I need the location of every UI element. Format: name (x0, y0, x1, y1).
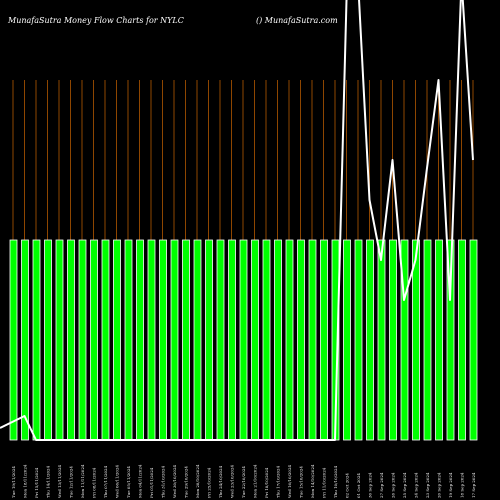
x-tick-label: Mon 18/11/2024 (23, 464, 28, 498)
bar-mon-21-oct (251, 239, 259, 441)
x-tick-label: Thu 14/11/2024 (46, 465, 51, 498)
bar-tue-29-oct (182, 239, 190, 441)
x-tick-label: 18 Sep 2024 (460, 472, 465, 498)
bar-fri-18-oct (262, 239, 271, 441)
bar-wed-16-oct (285, 239, 294, 441)
x-tick-label: Tue 05/11/2024 (126, 466, 131, 498)
x-tick-label: Wed 30/10/2024 (172, 465, 177, 498)
bar-mon-04-nov (136, 239, 144, 441)
x-tick-label: Mon 11/11/2024 (80, 464, 85, 498)
bar-mon-18-nov (21, 239, 29, 441)
bar-fri-04-oct (377, 239, 386, 441)
x-tick-label: Thu 07/11/2024 (103, 465, 108, 498)
x-tick-label: Mon 04/11/2024 (138, 464, 143, 498)
bar-tue-05-nov (124, 239, 133, 441)
bar-fri-25-oct (205, 239, 213, 441)
x-tick-label: 30 Sep 2024 (368, 472, 373, 498)
chart-title: MunafaSutra Money Flow Charts for NYLC (7, 16, 184, 25)
bar-thu-31-oct (159, 239, 167, 441)
bar-fri-08-nov (90, 239, 98, 441)
bar-mon-11-nov (78, 239, 87, 441)
bar-thu-14-nov (44, 239, 52, 441)
bar-thu-03-oct (389, 239, 397, 441)
x-tick-label: Wed 16/10/2024 (287, 465, 292, 498)
x-tick-label: 02 Oct 2024 (345, 473, 350, 498)
x-tick-label: Tue 12/11/2024 (69, 466, 74, 498)
x-tick-label: 26 Sep 2024 (391, 472, 396, 498)
bar-tue-15-oct (297, 239, 305, 441)
bar-fri-01-nov (147, 239, 156, 441)
x-tick-label: Fri 15/11/2024 (34, 467, 39, 498)
x-tick-label: Fri 11/10/2024 (322, 467, 327, 498)
x-tick-label: 25 Sep 2024 (402, 472, 407, 498)
bar-wed-02-oct (400, 239, 409, 441)
bar-fri-15-nov (32, 239, 41, 441)
x-tick-label: Fri 18/10/2024 (264, 467, 269, 498)
bar-wed-30-oct (170, 239, 179, 441)
x-tick-label: 01 Oct 2024 (356, 473, 361, 498)
bar-wed-23-oct (228, 239, 236, 441)
x-tick-label: Tue 29/10/2024 (184, 466, 189, 498)
x-tick-label: Thu 10/10/2024 (333, 465, 338, 498)
bar-mon-14-oct (308, 239, 317, 441)
bar-thu-17-oct (274, 239, 282, 441)
bar-fri-27-sep (435, 239, 443, 441)
bar-thu-07-nov (101, 239, 110, 441)
bar-mon-28-oct (193, 239, 202, 441)
x-tick-labels: Tue 19/11/2024 Mon 18/11/2024 Fri 15/11/20… (11, 464, 476, 498)
bar-tue-08-oct (354, 239, 363, 441)
x-tick-label: Thu 31/10/2024 (161, 465, 166, 498)
money-flow-line (0, 0, 474, 441)
bar-thu-26-sep (446, 239, 455, 441)
x-tick-label: Thu 24/10/2024 (218, 465, 223, 498)
bar-mon-30-sep (423, 239, 432, 441)
x-tick-label: Mon 28/10/2024 (195, 464, 200, 498)
x-tick-label: Mon 21/10/2024 (253, 464, 258, 498)
bar-series (9, 239, 478, 441)
bar-fri-11-oct (320, 239, 328, 441)
x-tick-label: Fri 25/10/2024 (207, 467, 212, 498)
x-tick-label: Thu 17/10/2024 (276, 465, 281, 498)
x-tick-label: Tue 15/10/2024 (299, 466, 304, 498)
credit-text: () MunafaSutra.com (256, 16, 338, 25)
x-tick-label: Wed 23/10/2024 (230, 465, 235, 498)
x-tick-label: Fri 01/11/2024 (149, 467, 154, 498)
bar-tue-19-nov (9, 239, 18, 441)
x-tick-label: Tue 22/10/2024 (241, 466, 246, 498)
bar-tue-22-oct (239, 239, 248, 441)
bar-wed-13-nov (55, 239, 64, 441)
bar-wed-06-nov (113, 239, 121, 441)
x-tick-label: 20 Sep 2024 (437, 472, 442, 498)
x-tick-label: 24 Sep 2024 (414, 472, 419, 498)
bar-tue-01-oct (412, 239, 420, 441)
bar-tue-24-sep (469, 239, 478, 441)
bar-thu-24-oct (216, 239, 225, 441)
x-tick-label: 23 Sep 2024 (425, 472, 430, 498)
x-tick-label: 27 Sep 2024 (379, 472, 384, 498)
bar-wed-25-sep (458, 239, 466, 441)
line-series (0, 0, 474, 441)
x-tick-label: Tue 19/11/2024 (11, 466, 16, 498)
bar-tue-12-nov (67, 239, 75, 441)
bar-wed-09-oct (343, 239, 351, 441)
x-tick-label: Wed 13/11/2024 (57, 465, 62, 498)
bar-mon-07-oct (366, 239, 374, 441)
x-tick-label: Mon 14/10/2024 (310, 464, 315, 498)
x-tick-label: 17 Sep 2024 (471, 472, 476, 498)
x-tick-label: Fri 08/11/2024 (92, 467, 97, 498)
x-tick-label: 19 Sep 2024 (448, 472, 453, 498)
x-tick-label: Wed 06/11/2024 (115, 465, 120, 498)
